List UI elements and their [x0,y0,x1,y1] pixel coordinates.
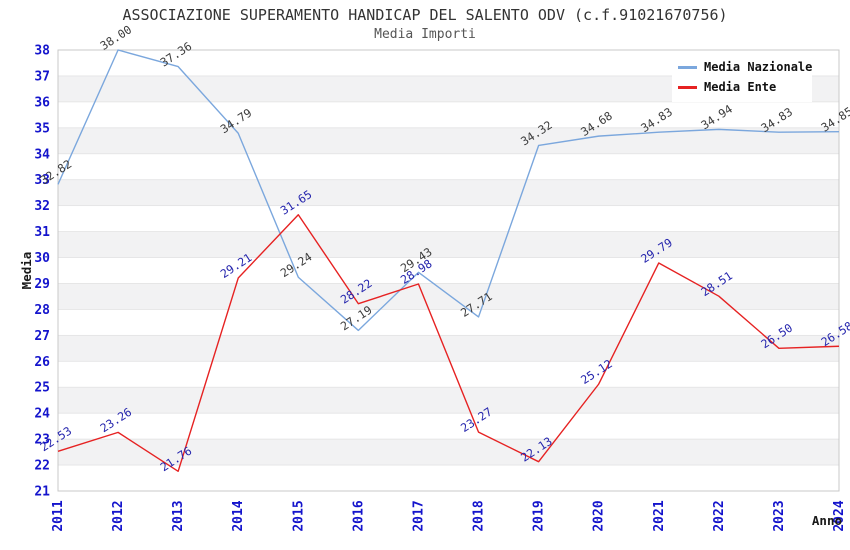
y-tick-label: 25 [34,381,50,396]
x-tick-label: 2020 [592,500,607,531]
x-tick-label: 2015 [291,500,306,531]
y-tick-label: 33 [34,173,50,188]
x-tick-label: 2017 [411,500,426,531]
y-tick-label: 23 [34,433,50,448]
legend-swatch-media-nazionale [678,65,697,69]
x-tick-label: 2024 [832,500,847,531]
legend-swatch-media-ente [678,85,697,89]
x-tick-label: 2013 [171,500,186,531]
x-axis-title: Anno [812,513,842,528]
grid-stripe [57,179,840,207]
series-line-1 [57,214,840,472]
grid-stripe [57,231,840,258]
chart-subtitle: Media Importi [374,27,476,42]
x-tick-label: 2011 [51,500,66,531]
y-tick-label: 37 [34,69,50,84]
x-tick-label: 2018 [472,500,487,531]
grid-stripe [57,283,840,310]
y-tick-label: 35 [34,121,50,136]
x-tick-label: 2022 [712,500,727,531]
x-tick-label: 2014 [231,500,246,531]
y-tick-label: 22 [34,459,50,474]
x-tick-label: 2023 [772,500,787,531]
grid-stripe [57,386,840,414]
y-tick-label: 21 [34,485,50,500]
x-tick-label: 2012 [111,500,126,531]
x-tick-label: 2016 [351,500,366,531]
plot-border [57,49,840,492]
legend-label-media-nazionale: Media Nazionale [704,60,813,74]
grid-stripe [57,127,840,155]
y-axis-title: Media [19,252,34,290]
x-tick-label: 2019 [532,500,547,531]
series-line-0 [57,49,840,332]
y-tick-label: 27 [34,329,50,344]
y-tick-label: 38 [34,44,50,59]
data-label-0: 37.36 [158,39,195,70]
y-tick-label: 31 [34,225,50,240]
y-tick-label: 30 [34,251,50,266]
chart-title: ASSOCIAZIONE SUPERAMENTO HANDICAP DEL SA… [122,6,728,24]
y-tick-label: 29 [34,277,50,292]
grid-stripe [57,438,840,466]
legend-item-media-nazionale: Media Nazionale [672,60,812,74]
x-tick-label: 2021 [652,500,667,531]
y-tick-label: 24 [34,407,50,422]
y-tick-label: 32 [34,199,50,214]
legend-label-media-ente: Media Ente [704,80,777,94]
legend: Media Nazionale Media Ente [672,52,812,102]
y-tick-label: 28 [34,303,50,318]
legend-item-media-ente: Media Ente [672,80,812,94]
y-tick-label: 26 [34,355,50,370]
y-tick-label: 36 [34,95,50,110]
y-tick-label: 34 [34,147,50,162]
grid-stripe [57,334,840,362]
